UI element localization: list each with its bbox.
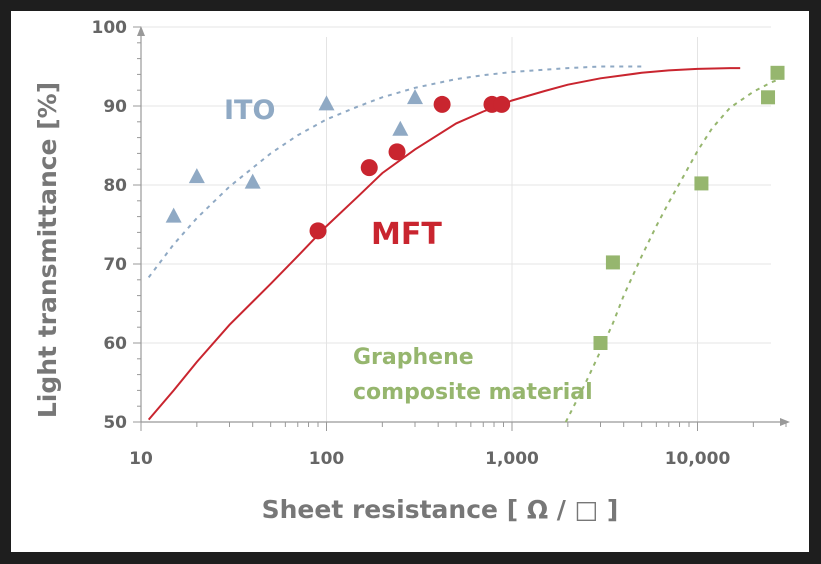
- y-tick-label: 80: [103, 176, 127, 196]
- mft-trend-line: [147, 67, 741, 421]
- mft-data-point: [433, 95, 451, 113]
- tick-labels: 50 60 70 80 90 100 10 100 1,000 10,000: [92, 18, 731, 469]
- y-axis-title: Light transmittance [%]: [33, 82, 62, 418]
- ito-data-point: [244, 173, 261, 189]
- chart-svg: 50 60 70 80 90 100 10 100 1,000 10,000 Sheet resi…: [33, 18, 790, 524]
- graphene-data-point: [694, 176, 709, 191]
- ito-data-point: [165, 207, 182, 223]
- series-label-mft: MFT: [371, 217, 442, 252]
- y-tick-label: 60: [103, 334, 127, 354]
- x-tick-label: 100: [309, 449, 345, 469]
- y-tick-label: 100: [92, 18, 128, 38]
- y-tick-label: 70: [103, 255, 127, 275]
- graphene-label-line1: Graphene: [353, 345, 474, 370]
- series-label-ito: ITO: [224, 95, 275, 126]
- chart-frame: 50 60 70 80 90 100 10 100 1,000 10,000 Sheet resi…: [11, 11, 809, 552]
- mft-data-point: [388, 143, 406, 161]
- graphene-label-line2: composite material: [353, 380, 593, 405]
- graphene-data-point: [770, 65, 785, 80]
- x-tick-label: 10: [129, 449, 153, 469]
- graphene-data-point: [761, 90, 776, 105]
- data-points: [165, 65, 785, 350]
- mft-data-point: [360, 159, 378, 177]
- series-label-graphene: Graphene composite material: [353, 345, 593, 405]
- ito-data-point: [407, 89, 424, 105]
- mft-data-point: [493, 95, 511, 113]
- graphene-data-point: [593, 336, 608, 350]
- x-tick-label: 10,000: [665, 449, 731, 469]
- ito-trend-line: [147, 65, 642, 279]
- x-tick-label: 1,000: [485, 449, 539, 469]
- axes: [133, 26, 790, 431]
- x-axis-title: Sheet resistance [ Ω / □ ]: [262, 495, 619, 524]
- trend-lines: [147, 65, 787, 423]
- ito-data-point: [392, 120, 409, 136]
- ito-data-point: [188, 168, 205, 184]
- y-tick-label: 90: [103, 97, 127, 117]
- graphene-data-point: [605, 255, 620, 270]
- mft-data-point: [309, 222, 327, 240]
- y-tick-label: 50: [103, 413, 127, 433]
- ito-data-point: [318, 95, 335, 111]
- graphene-trend-line: [564, 75, 787, 423]
